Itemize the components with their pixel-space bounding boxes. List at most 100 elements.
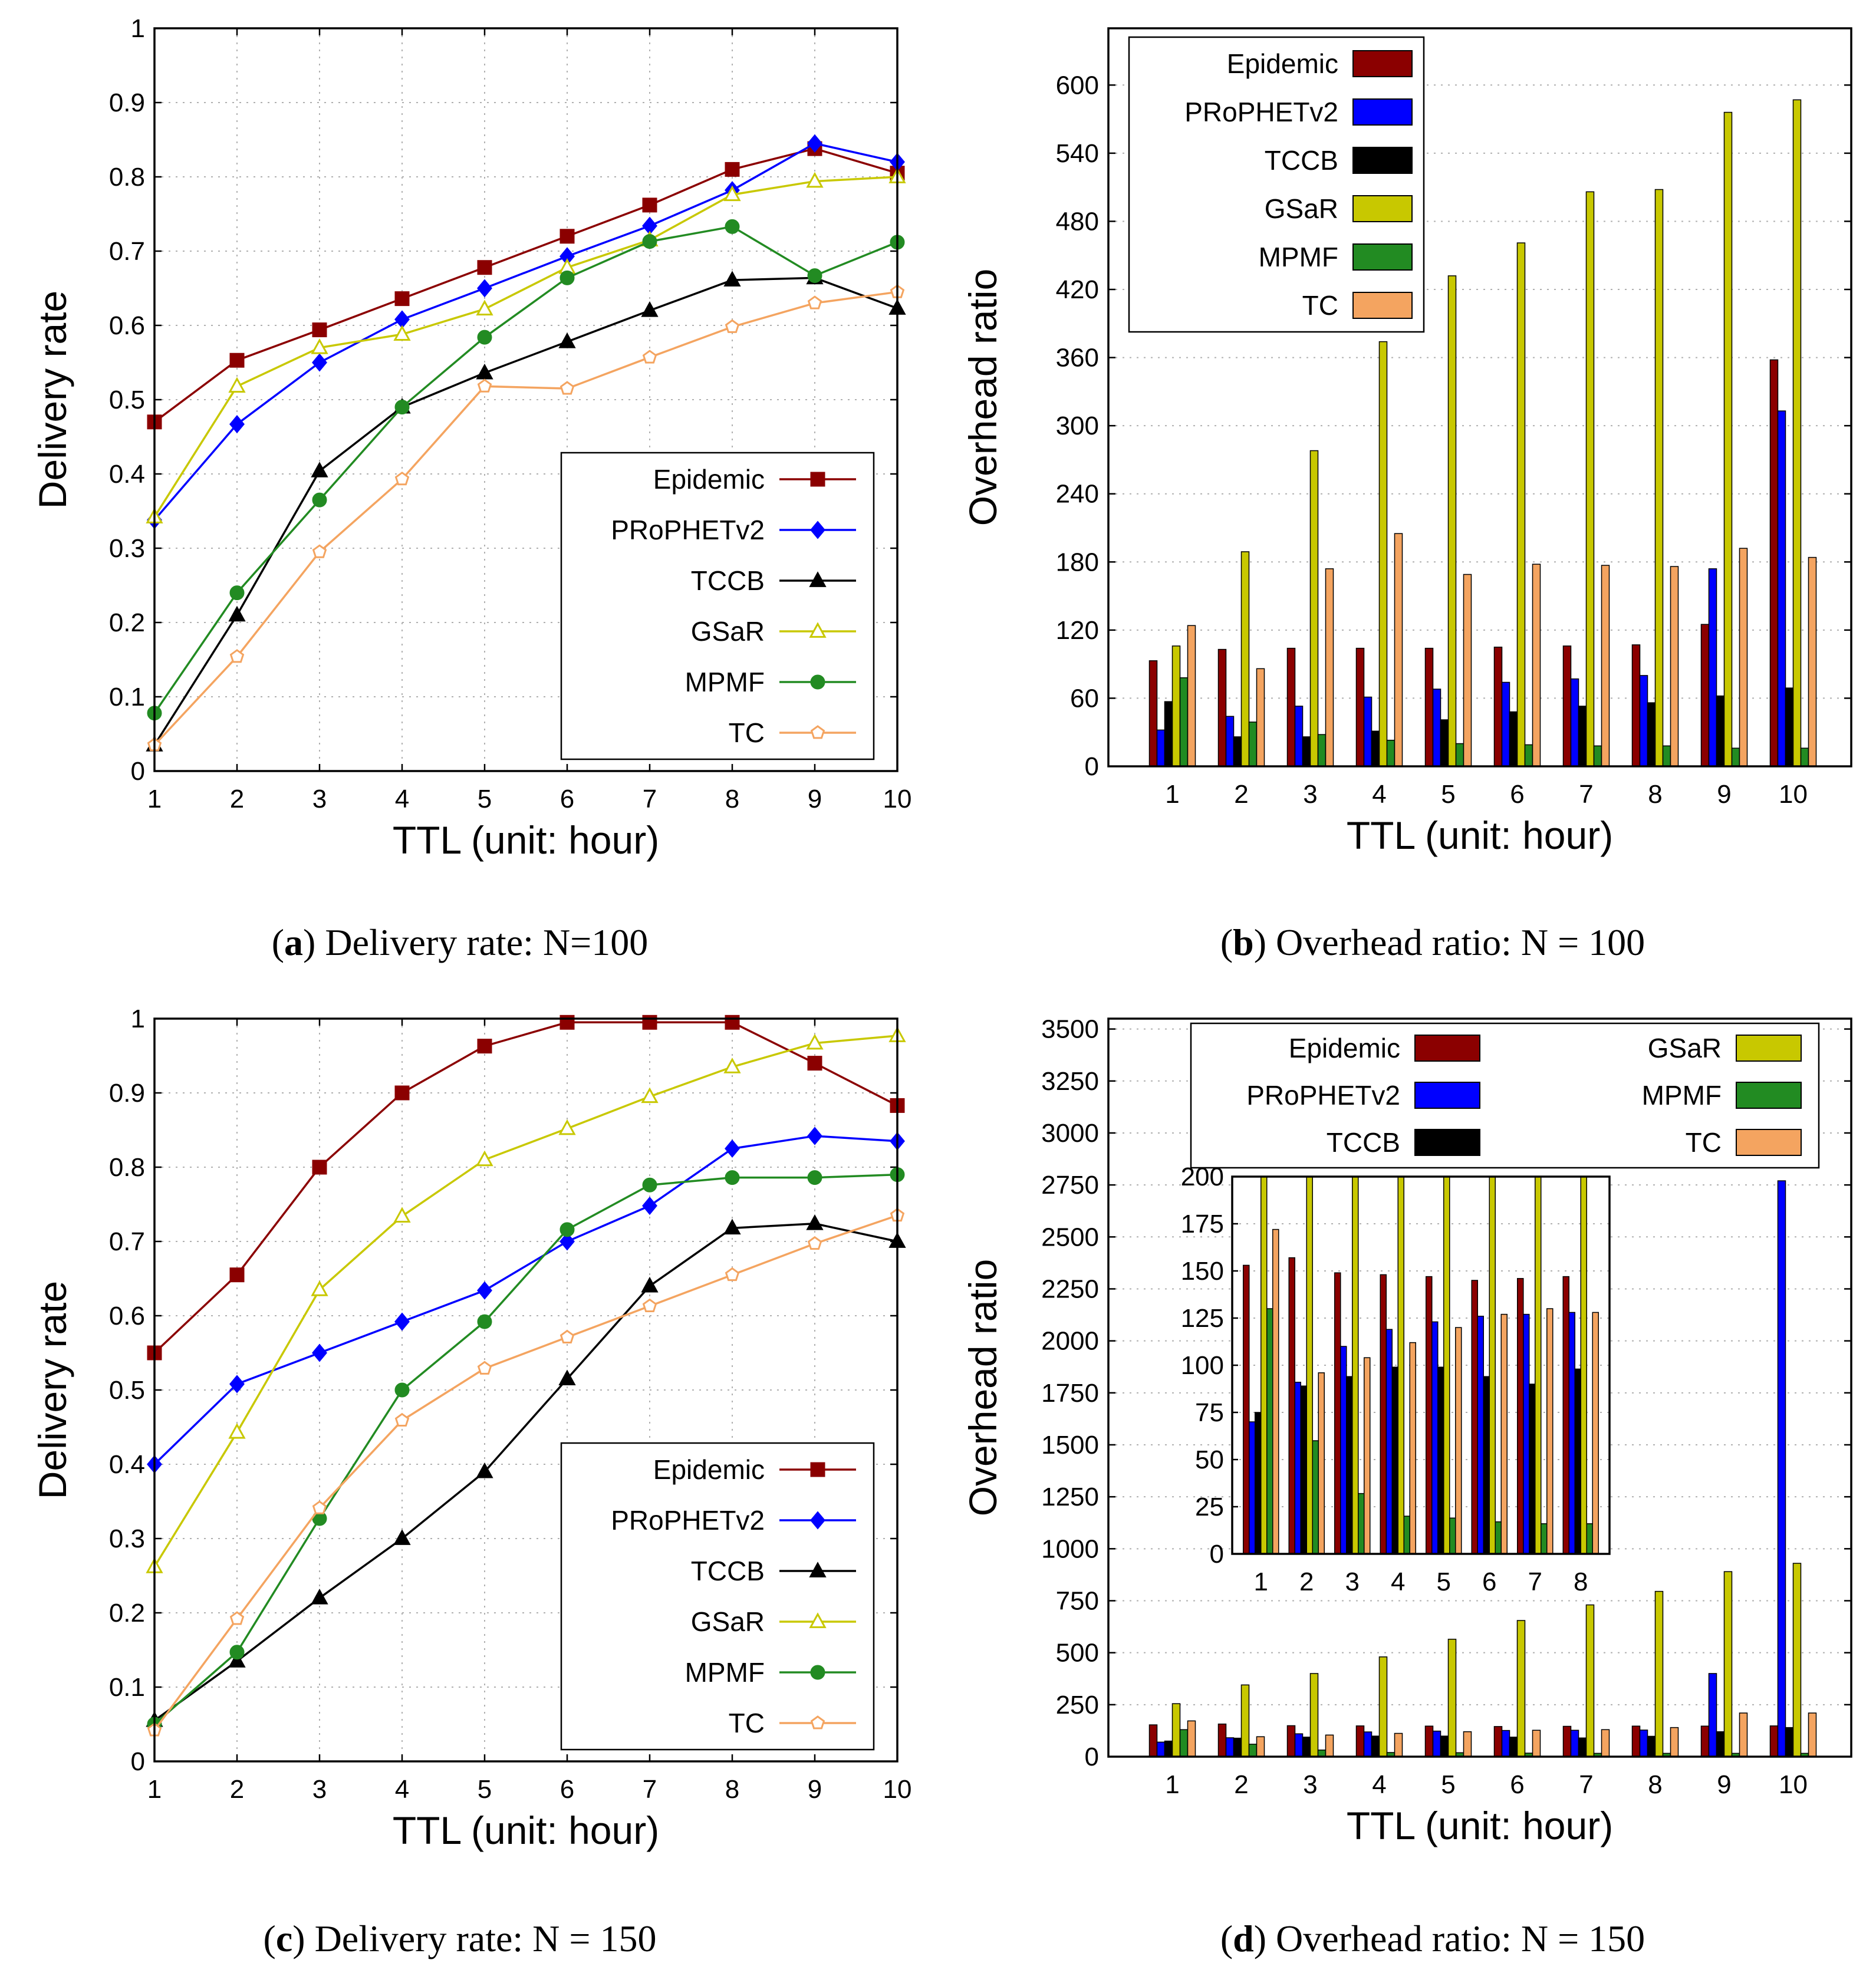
series-mpmf [147,219,905,721]
inset-y-tick-label: 25 [1195,1493,1224,1521]
data-point-epidemic-2 [229,353,245,368]
bar-mpmf-6 [1495,1521,1502,1554]
legend-label-prophetv2: PRoPHETv2 [611,1505,765,1536]
legend-marker-tccb [809,571,827,587]
bar-prophetv2-7 [1523,1313,1530,1554]
bar-tc-5 [1455,1327,1462,1554]
data-point-tc-3 [312,544,327,558]
bar-gsar-3 [1309,1673,1319,1757]
series-mpmf [1266,1308,1593,1554]
data-point-tccb-5 [476,363,493,380]
bar-gsar-2 [1240,1684,1250,1757]
x-tick-label: 7 [1579,780,1593,809]
bar-mpmf-3 [1317,734,1327,767]
bar-tccb-7 [1529,1384,1536,1554]
x-tick-label: 7 [643,1775,657,1804]
legend-swatch-tccb [1414,1129,1480,1156]
bar-prophetv2-4 [1363,1731,1373,1757]
legend-marker-tc [810,1715,825,1730]
y-tick-label: 0 [131,757,145,786]
y-axis-label: Delivery rate [31,291,74,509]
bar-tccb-8 [1647,1735,1656,1757]
series-gsar [1171,99,1802,767]
y-tick-label: 0.3 [109,1524,145,1553]
legend-label-tc: TC [1686,1127,1722,1158]
caption-d-text: Overhead ratio: N = 150 [1276,1918,1645,1959]
x-tick-label: 7 [643,785,657,813]
bar-prophetv2-6 [1501,1730,1510,1757]
bar-tccb-9 [1716,695,1725,767]
data-point-tccb-8 [723,271,741,286]
legend-marker-prophetv2 [810,521,825,539]
y-axis-label: Overhead ratio [961,269,1005,526]
bar-gsar-10 [1792,1563,1802,1757]
svg-text:(b) Overhead ratio: N = 100: (b) Overhead ratio: N = 100 [1220,921,1645,963]
bar-epidemic-1 [1148,1724,1158,1757]
bar-tc-4 [1409,1342,1416,1554]
legend-label-mpmf: MPMF [1259,242,1338,272]
bar-tc-1 [1187,1720,1196,1757]
bar-mpmf-6 [1524,744,1533,767]
x-tick-label: 6 [560,1775,574,1804]
y-tick-label: 250 [1056,1691,1099,1720]
bar-tccb-10 [1785,687,1794,767]
x-tick-label: 4 [1372,780,1386,809]
bar-gsar-9 [1723,111,1733,767]
bar-epidemic-4 [1355,1725,1365,1757]
inset-y-tick-label: 75 [1195,1398,1224,1427]
x-tick-label: 9 [808,1775,822,1804]
y-tick-label: 0.7 [109,1227,145,1256]
legend-marker-tccb [809,1562,827,1577]
data-point-prophetv2-3 [312,1343,327,1362]
caption-b-label: b [1233,921,1254,963]
data-point-epidemic-5 [477,260,492,275]
y-tick-label: 0.2 [109,1599,145,1628]
inset-y-tick-label: 175 [1181,1210,1224,1239]
bar-tc-9 [1739,548,1748,767]
bar-epidemic-4 [1355,647,1365,767]
y-tick-label: 480 [1056,207,1099,236]
bar-prophetv2-6 [1501,681,1510,767]
series-tc [147,284,905,752]
legend-marker-gsar [809,622,827,638]
bar-tc-10 [1808,1712,1817,1757]
legend: Epidemic PRoPHETv2 TCCB GSaR MPMF TC [1190,1022,1820,1169]
caption-a-label: a [284,921,303,963]
y-tick-label: 0.5 [109,1376,145,1405]
x-tick-label: 8 [725,785,739,813]
data-point-epidemic-9 [807,1056,822,1071]
x-tick-label: 10 [883,785,912,813]
series-line-mpmf [153,225,898,714]
bar-tccb-2 [1300,1385,1307,1554]
y-tick-label: 750 [1056,1586,1099,1615]
bar-tc-3 [1325,1734,1334,1757]
series-epidemic [147,1015,905,1361]
x-tick-label: 2 [230,785,244,813]
legend-label-epidemic: Epidemic [1227,48,1338,79]
bar-epidemic-8 [1631,644,1641,767]
bar-mpmf-8 [1662,745,1671,767]
legend-marker-epidemic [810,1462,825,1477]
x-tick-label: 6 [560,785,574,813]
bar-epidemic-8 [1562,1276,1569,1554]
data-point-tc-8 [725,319,740,333]
data-point-tc-9 [807,295,822,309]
bar-tccb-1 [1164,701,1173,767]
bar-prophetv2-10 [1777,410,1786,767]
data-point-mpmf-8 [725,219,740,234]
data-point-mpmf-3 [312,492,327,508]
y-tick-label: 0.1 [109,683,145,712]
data-point-tc-8 [725,1267,740,1282]
data-point-tc-5 [477,1361,492,1375]
caption-a: (a) Delivery rate: N=100 [272,921,649,963]
data-point-tc-9 [807,1236,822,1250]
inset-x-tick-label: 4 [1391,1567,1405,1596]
y-tick-label: 3000 [1041,1119,1099,1148]
series-tccb [1164,1727,1794,1757]
y-tick-label: 0.6 [109,311,145,340]
x-tick-label: 8 [725,1775,739,1804]
y-tick-label: 1250 [1041,1483,1099,1511]
bar-prophetv2-3 [1294,1733,1304,1757]
y-tick-label: 1750 [1041,1379,1099,1408]
